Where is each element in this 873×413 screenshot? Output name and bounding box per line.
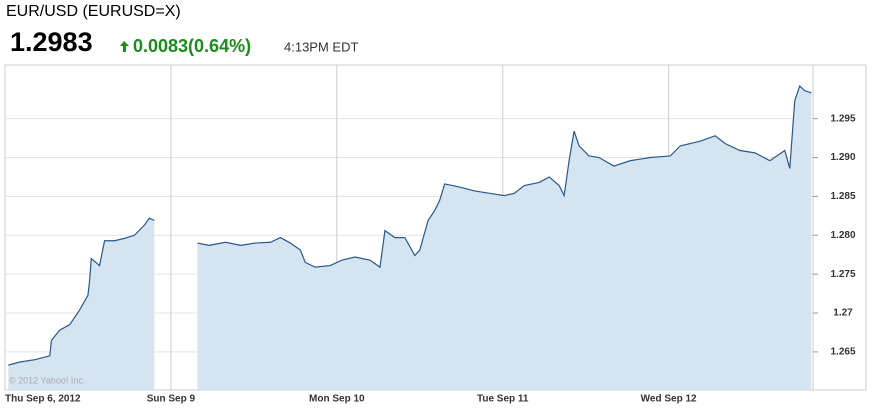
credit: © 2012 Yahoo! Inc.	[9, 375, 85, 385]
y-tick-label: 1.265	[830, 347, 855, 358]
x-tick-label: Wed Sep 12	[641, 394, 697, 405]
price-line	[8, 84, 812, 366]
y-tick-label: 1.295	[830, 113, 855, 124]
x-tick-label: Thu Sep 6, 2012	[5, 394, 81, 405]
up-arrow	[120, 41, 129, 52]
x-tick-label: Sun Sep 9	[147, 394, 196, 405]
chart-title: EUR/USD (EURUSD=X)	[6, 3, 181, 20]
x-tick-label: Mon Sep 10	[309, 394, 365, 405]
y-tick-label: 1.275	[830, 269, 855, 280]
y-tick-label: 1.285	[830, 191, 855, 202]
area-fill	[197, 85, 812, 390]
change: 0.0083(0.64%)	[133, 36, 251, 56]
y-tick-label: 1.290	[830, 152, 855, 163]
price: 1.2983	[10, 27, 93, 57]
plot	[8, 84, 812, 390]
y-tick-label: 1.27	[833, 308, 853, 319]
quote-time: 4:13PM EDT	[284, 39, 358, 54]
area-fill	[8, 218, 155, 390]
labels: 1.265 1.27 1.275 1.280 1.285 1.290 1.295 Thu Se…	[5, 113, 856, 404]
y-tick-label: 1.280	[830, 230, 855, 241]
x-tick-label: Tue Sep 11	[477, 394, 529, 405]
